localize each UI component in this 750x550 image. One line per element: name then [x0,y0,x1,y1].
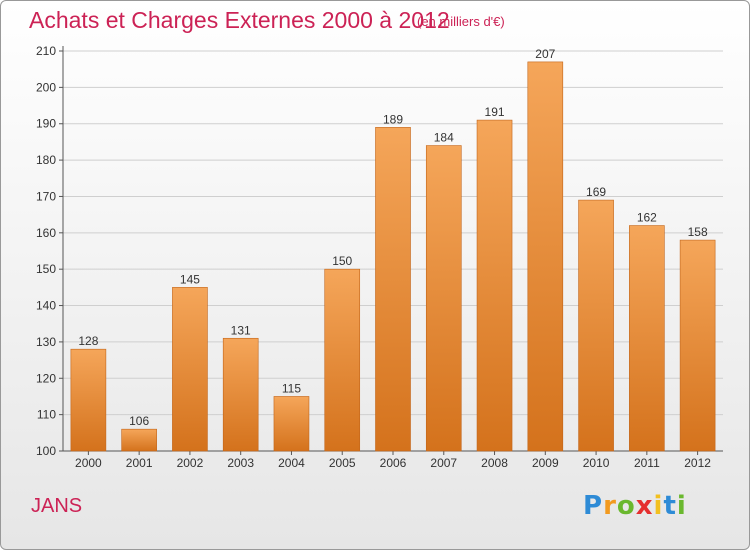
x-tick-label: 2001 [126,456,153,470]
bar-2007 [425,145,462,452]
value-label: 184 [434,131,454,145]
bar-2003 [222,337,259,452]
value-label: 169 [586,185,606,199]
value-label: 207 [535,47,555,61]
x-tick-label: 2011 [634,456,660,470]
logo-letter: o [616,491,636,521]
value-label: 162 [637,211,657,225]
bar-2004 [273,396,310,452]
bar-2001 [121,428,157,452]
y-tick-label: 200 [36,80,56,94]
bar-2002 [172,287,208,452]
x-tick-label: 2004 [278,456,305,470]
bar-2012 [679,239,716,452]
logo-letter: P [583,491,604,521]
y-tick-label: 170 [36,189,56,203]
labels: 100 110 120 130 140 150 160 170 180 190 200 210 2000… [36,44,711,470]
x-tick-label: 2006 [380,456,407,470]
x-tick-label: 2000 [75,456,102,470]
value-label: 158 [688,225,708,239]
value-label: 115 [282,381,301,395]
logo-letter: t [663,491,677,521]
value-label: 145 [180,272,200,286]
y-tick-label: 130 [36,335,56,349]
x-tick-label: 2012 [684,456,711,470]
x-tick-label: 2007 [430,456,457,470]
y-tick-label: 160 [36,226,56,240]
value-label: 106 [129,414,149,428]
x-tick-label: 2009 [532,456,559,470]
x-tick-label: 2010 [583,456,610,470]
y-tick-label: 140 [36,299,56,313]
logo-letter: r [603,491,617,521]
y-tick-label: 150 [36,262,56,276]
x-tick-label: 2002 [177,456,204,470]
bar-2009 [527,61,564,452]
x-tick-label: 2005 [329,456,356,470]
bar-2000 [70,348,107,452]
value-label: 131 [231,323,251,337]
chart-unit: (en milliers d'€) [417,14,505,29]
bar-2006 [375,127,411,452]
x-tick-label: 2008 [481,456,508,470]
bar-2010 [578,199,614,452]
bar-2005 [324,268,361,452]
x-tick-label: 2003 [227,456,254,470]
value-label: 191 [485,105,505,119]
value-label: 189 [383,112,403,126]
value-label: 150 [332,254,352,268]
value-label: 128 [78,334,98,348]
bar-2011 [629,225,665,452]
y-tick-label: 120 [36,371,56,385]
y-tick-label: 180 [36,153,56,167]
chart-title: Achats et Charges Externes 2000 à 2012 [29,7,450,33]
logo-letter: i [653,491,664,521]
logo-letter: i [676,491,687,521]
bars [70,61,716,452]
y-tick-label: 100 [36,444,56,458]
y-tick-label: 190 [36,117,56,131]
y-tick-label: 110 [37,408,56,422]
bar-2008 [476,119,513,452]
logo-letter: x [635,491,654,521]
place-name: JANS [31,495,83,517]
proxiti-logo: Proxiti [583,491,687,521]
y-tick-label: 210 [36,44,56,58]
